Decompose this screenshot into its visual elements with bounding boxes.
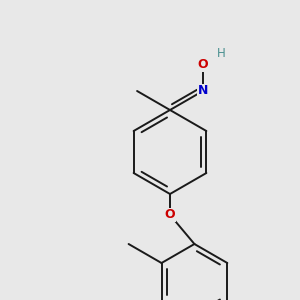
Text: O: O (165, 208, 175, 221)
Text: H: H (217, 47, 225, 61)
Text: O: O (198, 58, 208, 71)
Text: N: N (198, 85, 208, 98)
